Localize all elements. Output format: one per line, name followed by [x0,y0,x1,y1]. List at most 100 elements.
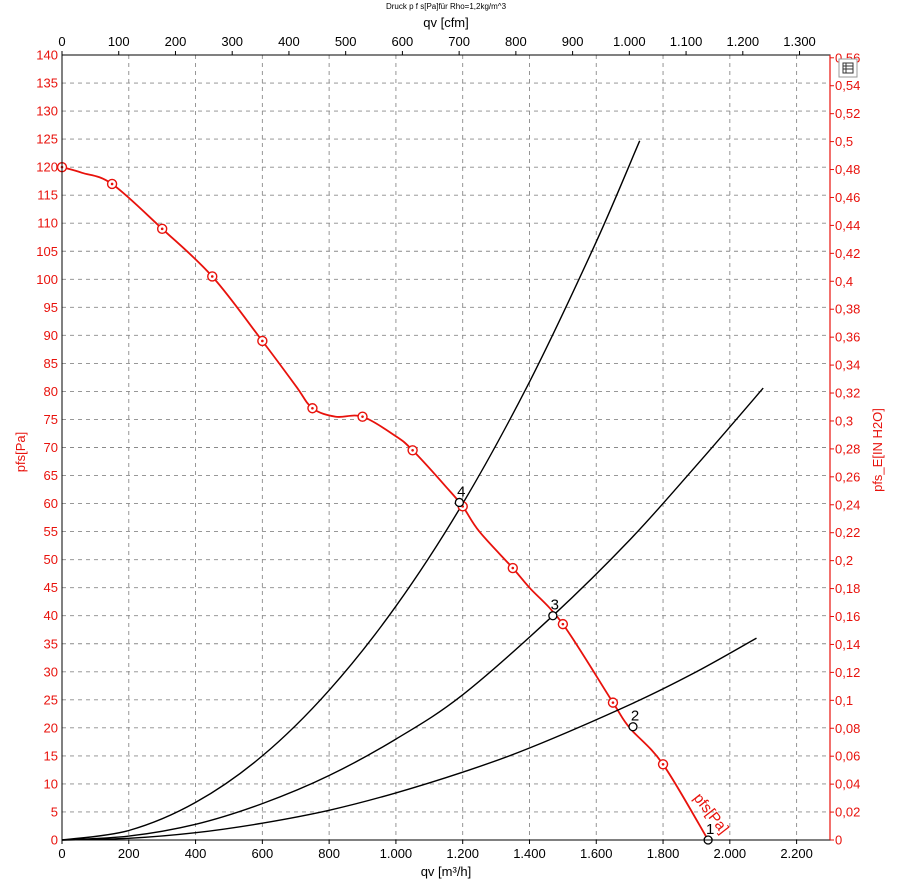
y2-tick-label: 0,12 [835,665,860,680]
y-tick-label: 25 [44,692,58,707]
operating-points: 1 2 3 4 [454,483,714,845]
x-tick-label: 2.000 [714,846,747,861]
y2-tick-label: 0 [835,833,842,848]
export-icon[interactable] [838,58,858,78]
y2-tick-label: 0,04 [835,777,860,792]
data-point-marker-center [261,339,264,343]
y-tick-label: 105 [36,244,58,259]
operating-point [454,497,465,508]
x2-tick-label: 600 [392,34,414,49]
y-tick-label: 130 [36,104,58,119]
x2-tick-label: 1.000 [613,34,646,49]
x-tick-label: 200 [118,846,140,861]
y-tick-label: 115 [37,188,58,203]
x-axis-label: qv [m³/h] [421,864,472,879]
chart-title: Druck p f s[Pa]für Rho=1,2kg/m^3 [386,2,507,11]
y2-tick-label: 0,48 [835,162,860,177]
data-point-marker-center [361,415,364,418]
system-curve-line [61,140,641,841]
x2-tick-label: 500 [335,34,357,49]
y2-tick-label: 0,26 [835,469,860,484]
data-point-marker-center [160,227,164,231]
y-tick-label: 40 [44,608,58,623]
x2-tick-label: 1.100 [670,34,703,49]
y2-tick-label: 0,14 [835,637,860,652]
x2-axis-label: qv [cfm] [423,15,469,30]
x-tick-label: 1.000 [380,846,413,861]
operating-point-label: 3 [551,597,559,614]
y-tick-label: 80 [44,384,58,399]
y-tick-label: 120 [36,160,58,175]
x2-tick-label: 300 [221,34,243,49]
x2-tick-label: 0 [58,34,65,49]
data-point-marker-center [611,701,615,704]
y-tick-label: 45 [44,580,58,595]
operating-point-label: 2 [631,708,639,725]
y2-axis-label: pfs_E[IN H2O] [870,408,885,492]
y-tick-label: 85 [44,356,58,371]
x2-tick-label: 200 [165,34,187,49]
grid [62,55,830,840]
y-tick-label: 95 [44,300,58,315]
y-tick-label: 90 [44,328,58,343]
y-tick-label: 15 [44,748,58,763]
y2-tick-label: 0,06 [835,749,860,764]
x2-tick-label: 900 [562,34,584,49]
y-tick-label: 60 [44,496,58,511]
x-tick-label: 2.200 [780,846,813,861]
y2-tick-label: 0,54 [835,78,860,93]
y2-tick-label: 0,52 [835,106,860,121]
x-tick-label: 800 [318,846,340,861]
data-point-marker-center [561,622,565,626]
operating-point-label: 1 [706,821,714,838]
y-tick-label: 110 [37,216,58,231]
y-tick-label: 30 [44,664,58,679]
system-curve-line [61,387,764,841]
x-tick-label: 1.200 [446,846,479,861]
y2-tick-label: 0,24 [835,497,860,512]
tick-labels: 0 200 400 600 800 1.000 1.200 1.400 1.600 1.800 2.… [36,34,860,861]
y2-tick-label: 0,46 [835,190,860,205]
y-tick-label: 55 [44,524,58,539]
x2-tick-label: 700 [448,34,470,49]
y2-tick-label: 0,18 [835,581,860,596]
y2-tick-label: 0,44 [835,218,860,233]
y-tick-label: 0 [51,833,58,848]
data-point-marker-center [311,406,314,410]
y-tick-label: 135 [36,76,58,91]
y-tick-label: 140 [36,48,58,63]
x-tick-label: 1.800 [647,846,680,861]
fan-curve-line [61,166,709,841]
operating-point [628,722,638,732]
y2-tick-label: 0,4 [835,274,853,289]
y2-tick-label: 0,3 [835,413,853,428]
y-tick-label: 70 [44,440,58,455]
data-point-marker-center [661,763,665,766]
data-point-marker-center [210,275,214,278]
system-curve-line [61,637,757,841]
y2-tick-label: 0,42 [835,246,860,261]
x2-tick-label: 1.300 [783,34,816,49]
y-tick-label: 75 [44,412,58,427]
y-tick-label: 50 [44,552,58,567]
data-point-marker-center [411,449,414,452]
y-tick-label: 35 [44,636,58,651]
y2-tick-label: 0,02 [835,805,860,820]
y-tick-label: 100 [36,272,58,287]
series-group [61,140,764,841]
x2-tick-label: 100 [108,34,130,49]
y-tick-label: 10 [44,776,58,791]
y2-tick-label: 0,36 [835,330,860,345]
x-tick-label: 0 [58,846,65,861]
y2-tick-label: 0,32 [835,386,860,401]
y2-tick-label: 0,34 [835,358,860,373]
x2-tick-label: 1.200 [727,34,760,49]
marker-group [56,161,669,770]
y2-tick-label: 0,22 [835,525,860,540]
x-tick-label: 1.600 [580,846,613,861]
x2-tick-label: 800 [505,34,527,49]
y-tick-label: 125 [36,132,58,147]
y2-tick-label: 0,5 [835,134,853,149]
